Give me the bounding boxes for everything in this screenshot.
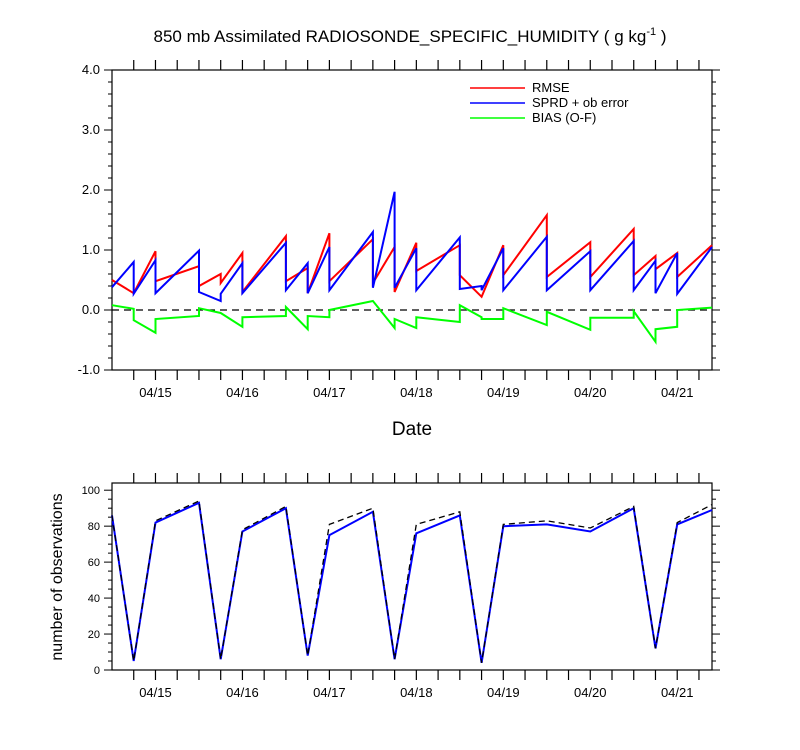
series-line-total [111,500,713,663]
series-line-sprd-ob-error [111,191,713,303]
y-tick-label: 60 [88,557,100,569]
y-tick-label: 40 [88,593,100,605]
y-tick-label: 0.0 [82,302,100,317]
x-tick-label: 04/20 [574,385,607,400]
y-tick-label: 100 [82,485,100,497]
legend-label: SPRD + ob error [532,95,629,110]
y-tick-label: -1.0 [78,362,100,377]
y-tick-label: 3.0 [82,122,100,137]
x-tick-label: 04/16 [226,385,259,400]
x-tick-label: 04/15 [139,685,172,700]
y-tick-label: 1.0 [82,242,100,257]
x-tick-label: 04/18 [400,685,433,700]
chart-title: 850 mb Assimilated RADIOSONDE_SPECIFIC_H… [154,26,667,46]
y-tick-label: 0 [94,665,100,677]
plot-frame [111,69,713,371]
x-tick-label: 04/17 [313,685,346,700]
x-tick-label: 04/18 [400,385,433,400]
y-tick-label: 2.0 [82,182,100,197]
series-line-bias-o-f [111,299,713,345]
x-tick-label: 04/17 [313,385,346,400]
x-tick-label: 04/21 [661,685,694,700]
plot-frame [111,482,713,671]
rmse-spread-bias-panel: -1.0 0.0 1.0 2.0 3.0 4.0 04/15 04/16 04/17 04/18 0… [78,26,720,440]
x-tick-label: 04/16 [226,685,259,700]
y-tick-label: 20 [88,629,100,641]
y-tick-label: 80 [88,521,100,533]
x-tick-label: 04/19 [487,385,520,400]
x-tick-label: 04/15 [139,385,172,400]
legend-label: RMSE [532,80,570,95]
x-tick-label: 04/20 [574,685,607,700]
y-axis-label: number of observations [49,493,66,660]
observation-count-panel: 0 20 40 60 80 100 04/15 04/16 04/17 04/18 04/19 04/… [49,473,720,700]
x-tick-label: 04/19 [487,685,520,700]
x-axis-label: Date [392,419,432,440]
legend-label: BIAS (O-F) [532,110,596,125]
y-tick-label: 4.0 [82,62,100,77]
x-tick-label: 04/21 [661,385,694,400]
